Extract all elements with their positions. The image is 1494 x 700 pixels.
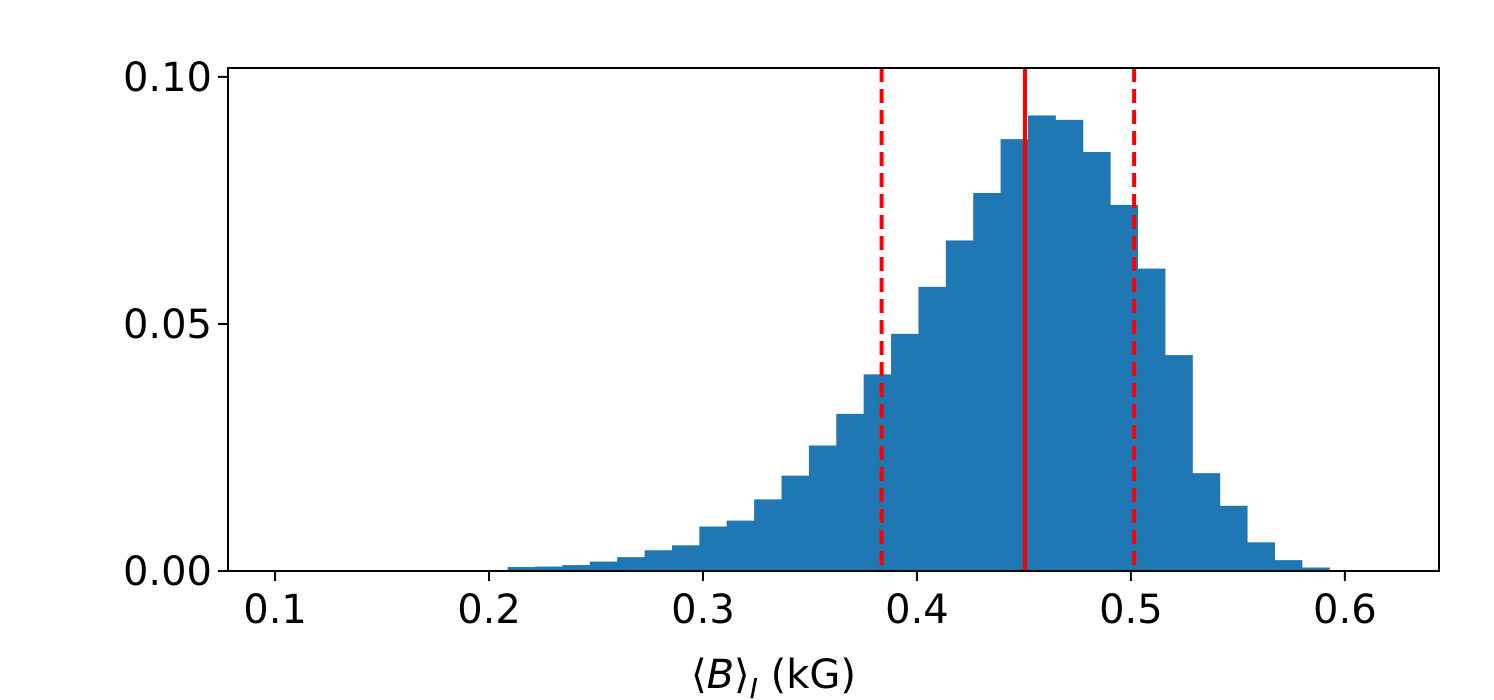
histogram-bar (699, 526, 728, 571)
histogram-bar (1247, 542, 1275, 571)
y-tick-label: 0.10 (123, 55, 212, 101)
histogram-bar (562, 565, 591, 571)
reference-lines (879, 68, 1137, 571)
x-axis-label-open: ⟨ (691, 652, 707, 698)
histogram-bar (918, 286, 947, 571)
histogram-bar (644, 550, 673, 571)
histogram-bar (945, 240, 974, 571)
histogram-bar (754, 499, 783, 571)
histogram-bar (726, 520, 755, 571)
x-tick-label: 0.5 (1099, 587, 1163, 633)
histogram-bar (1082, 151, 1111, 571)
histogram-bar (1301, 567, 1330, 571)
x-axis-label-sub: I (750, 672, 758, 700)
histogram-bar (507, 567, 536, 571)
histogram-bar (808, 445, 837, 571)
histogram-bar (589, 561, 618, 571)
histogram-bar (1192, 473, 1221, 571)
histogram-bar (1055, 119, 1084, 572)
histogram-bar (1027, 115, 1056, 572)
y-tick-label: 0.05 (123, 302, 212, 348)
x-tick-label: 0.1 (243, 587, 307, 633)
histogram-bar (671, 545, 700, 571)
x-axis-label-var: B (707, 652, 734, 698)
x-tick-label: 0.2 (457, 587, 521, 633)
x-axis-label: ⟨B⟩I (kG) (691, 652, 856, 700)
histogram-bar (1219, 505, 1248, 571)
histogram-bar (836, 413, 865, 571)
y-axis-ticks: 0.00 0.05 0.10 (123, 55, 228, 595)
histogram-bars (480, 115, 1358, 572)
x-tick-label: 0.4 (885, 587, 949, 633)
x-axis-ticks: 0.1 0.2 0.3 0.4 0.5 0.6 (243, 571, 1377, 633)
histogram-bar (973, 193, 1002, 571)
plot-area-frame (227, 67, 1440, 572)
histogram-bar (891, 333, 919, 571)
x-axis-label-unit: (kG) (758, 652, 856, 698)
histogram-bar (617, 557, 646, 571)
x-tick-label: 0.6 (1313, 587, 1377, 633)
x-axis-label-close: ⟩ (734, 652, 750, 698)
histogram-bar (1164, 355, 1193, 571)
histogram-bar (781, 475, 810, 571)
histogram-bar (1274, 560, 1303, 571)
histogram-bar (1137, 268, 1166, 571)
histogram-bar (863, 374, 892, 571)
y-tick-label: 0.00 (123, 549, 212, 595)
histogram-bar (535, 566, 563, 571)
x-tick-label: 0.3 (671, 587, 735, 633)
